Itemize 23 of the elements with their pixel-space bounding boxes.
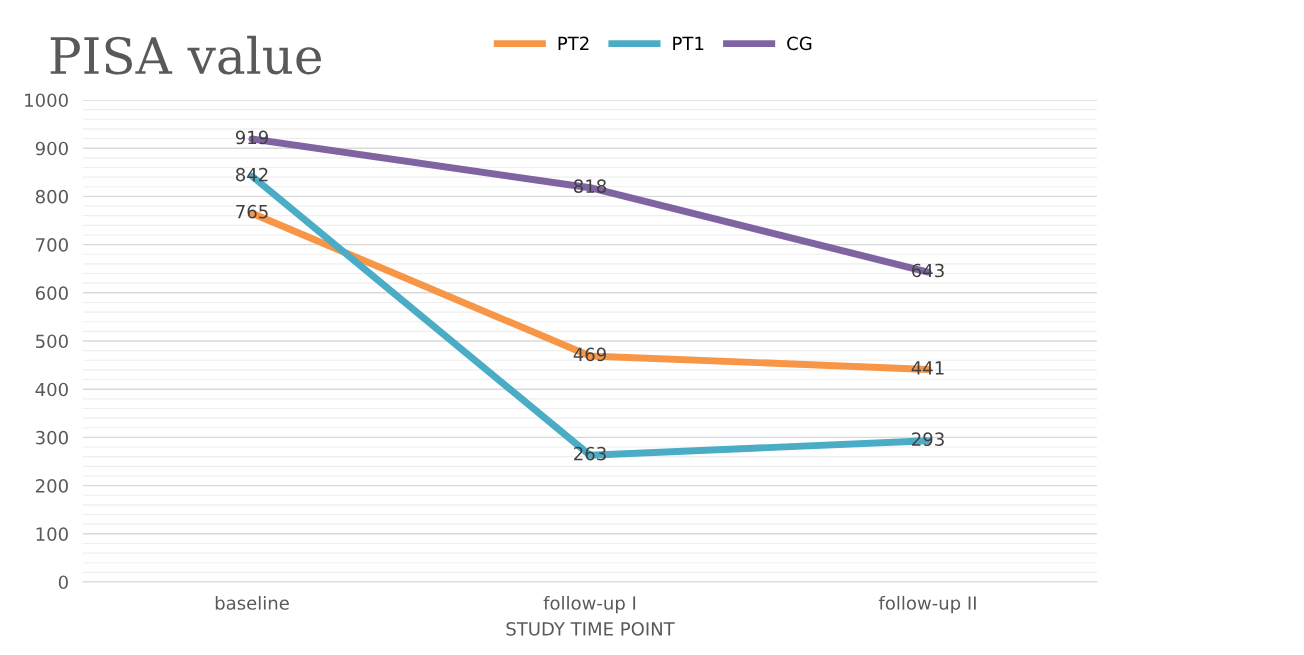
- x-tick-label: follow-up II: [878, 595, 976, 614]
- data-label: 765: [236, 204, 268, 219]
- legend-label: PT2: [558, 36, 589, 50]
- data-label: 842: [235, 167, 268, 182]
- y-tick-label: 600: [35, 286, 68, 300]
- legend-label: CG: [787, 36, 812, 51]
- y-tick-label: 500: [36, 334, 68, 349]
- y-tick-label: 900: [35, 141, 68, 156]
- y-tick-label: 100: [36, 527, 68, 541]
- x-axis-title: STUDY TIME POINT: [506, 622, 675, 636]
- data-label: 293: [912, 432, 944, 447]
- legend-label: PT1: [673, 36, 704, 50]
- y-tick-label: 300: [36, 430, 68, 445]
- y-tick-label: 400: [35, 382, 68, 397]
- x-tick-label: baseline: [215, 595, 289, 610]
- x-tick-label: follow-up I: [543, 595, 636, 614]
- chart-title: PISA value: [50, 35, 321, 75]
- y-tick-label: 0: [58, 575, 68, 590]
- y-tick-label: 700: [36, 238, 68, 252]
- y-tick-label: 800: [35, 189, 68, 204]
- y-tick-label: 1000: [25, 93, 68, 108]
- data-label: 919: [235, 130, 268, 145]
- y-tick-label: 200: [35, 479, 68, 493]
